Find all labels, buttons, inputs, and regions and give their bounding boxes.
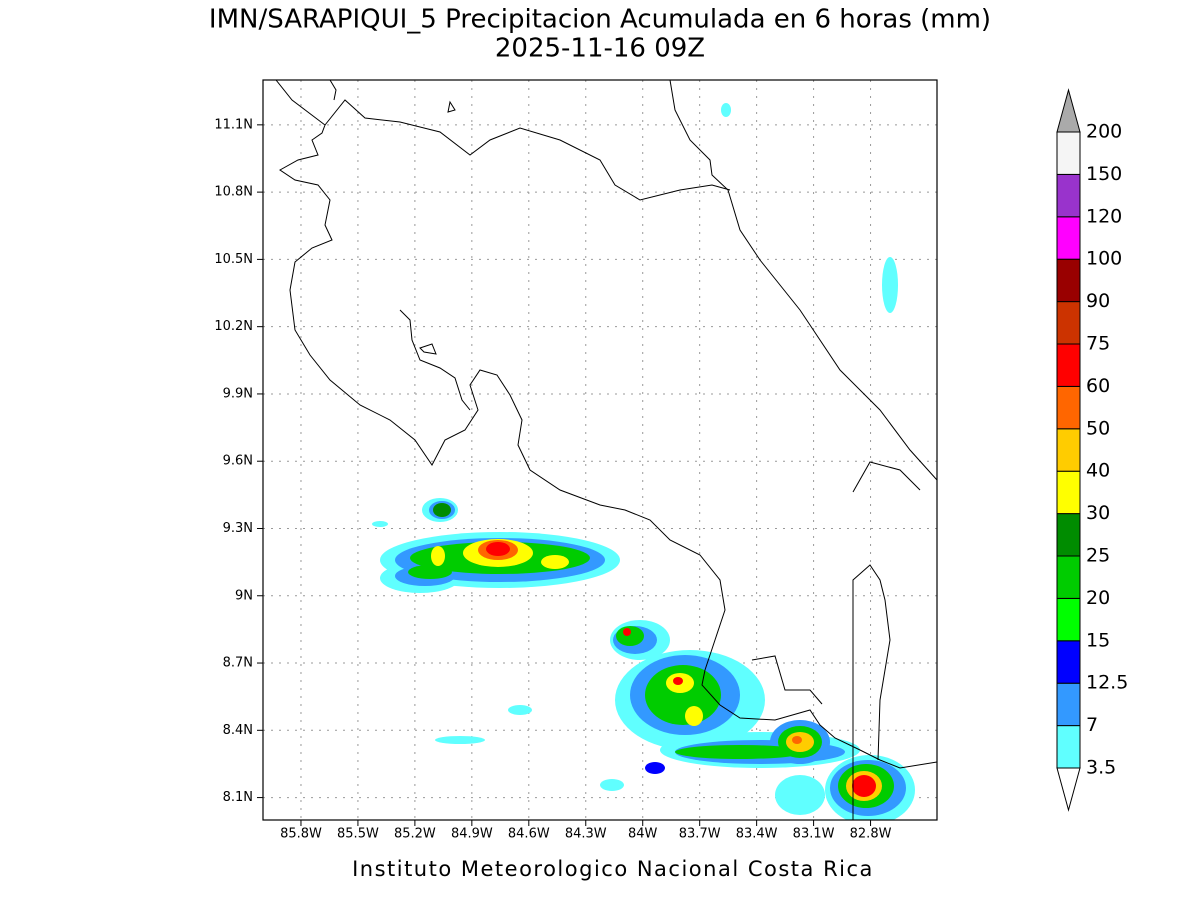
colorbar-label: 20 xyxy=(1086,587,1110,609)
x-tick-label: 84.3W xyxy=(565,827,607,842)
colorbar-box xyxy=(1056,258,1081,303)
colorbar-box xyxy=(1056,470,1081,515)
footer: Instituto Meteorologico Nacional Costa R… xyxy=(352,857,874,881)
x-tick-label: 85.5W xyxy=(337,827,379,842)
colorbar-box xyxy=(1056,597,1081,642)
colorbar-label: 75 xyxy=(1086,333,1110,355)
colorbar-label: 3.5 xyxy=(1086,757,1116,779)
y-tick-label: 10.5N xyxy=(214,252,253,267)
colorbar-box xyxy=(1056,513,1081,557)
y-tick-label: 9.6N xyxy=(223,454,253,469)
colorbar-box xyxy=(1056,131,1081,175)
precipitation xyxy=(275,80,937,820)
x-tick-label: 82.8W xyxy=(850,827,892,842)
colorbar-box xyxy=(1056,173,1081,218)
x-tick-label: 85.8W xyxy=(280,827,322,842)
subtitle: 2025-11-16 09Z xyxy=(495,34,705,64)
colorbar-box xyxy=(1056,385,1081,430)
colorbar-box xyxy=(1056,682,1081,727)
coastlines xyxy=(275,80,937,820)
title: IMN/SARAPIQUI_5 Precipitacion Acumulada … xyxy=(209,5,991,35)
colorbar: 3.5 7 12.5 15 20 25 30 40 50 60 75 90 100 120 150 200 xyxy=(1056,88,1128,812)
colorbar-box xyxy=(1056,301,1081,345)
colorbar-label: 25 xyxy=(1086,545,1110,567)
x-tick-label: 84W xyxy=(628,827,658,842)
colorbar-label: 120 xyxy=(1086,205,1122,227)
x-tick-label: 83.7W xyxy=(679,827,721,842)
x-tick-label: 84.9W xyxy=(451,827,493,842)
colorbar-box xyxy=(1056,555,1081,599)
colorbar-label: 150 xyxy=(1086,163,1122,185)
y-tick-label: 9N xyxy=(235,588,253,603)
colorbar-box xyxy=(1056,725,1081,769)
colorbar-box xyxy=(1056,428,1081,472)
y-tick-label: 10.8N xyxy=(214,185,253,200)
colorbar-box xyxy=(1056,640,1081,684)
colorbar-label: 50 xyxy=(1086,417,1110,439)
colorbar-box xyxy=(1056,216,1081,260)
x-tick-label: 85.2W xyxy=(394,827,436,842)
y-tick-label: 8.4N xyxy=(223,723,253,738)
grid xyxy=(263,80,937,820)
colorbar-label: 30 xyxy=(1086,502,1110,524)
y-tick-label: 8.1N xyxy=(223,790,253,805)
x-tick-label: 83.1W xyxy=(793,827,835,842)
colorbar-over xyxy=(1056,88,1081,133)
colorbar-label: 7 xyxy=(1086,714,1098,736)
y-tick-label: 10.2N xyxy=(214,319,253,334)
rain-field xyxy=(372,103,915,820)
colorbar-label: 40 xyxy=(1086,460,1110,482)
colorbar-label: 100 xyxy=(1086,248,1122,270)
colorbar-label: 12.5 xyxy=(1086,672,1128,694)
colorbar-under xyxy=(1056,767,1081,812)
colorbar-label: 60 xyxy=(1086,375,1110,397)
y-tick-label: 9.3N xyxy=(223,521,253,536)
colorbar-label: 90 xyxy=(1086,290,1110,312)
y-tick-label: 8.7N xyxy=(223,656,253,671)
x-tick-label: 84.6W xyxy=(508,827,550,842)
y-tick-label: 11.1N xyxy=(214,117,253,132)
x-tick-label: 83.4W xyxy=(736,827,778,842)
colorbar-label: 200 xyxy=(1086,121,1122,143)
map-frame xyxy=(262,79,938,821)
colorbar-box xyxy=(1056,343,1081,387)
y-tick-label: 9.9N xyxy=(223,386,253,401)
colorbar-label: 15 xyxy=(1086,629,1110,651)
